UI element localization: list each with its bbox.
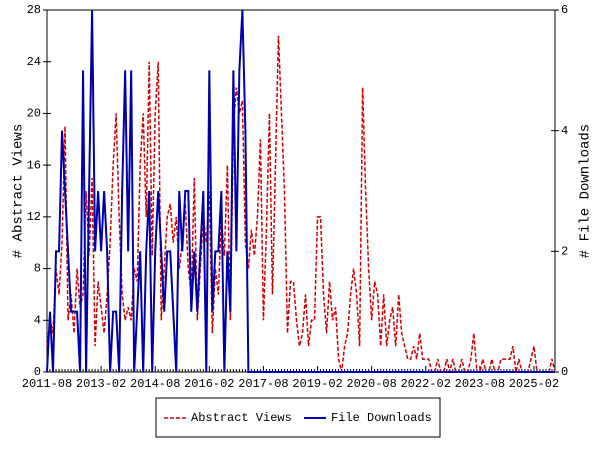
y2-tick-label: 0 <box>561 365 568 379</box>
x-tick-label: 2014-08 <box>130 377 180 391</box>
x-tick-label: 2017-08 <box>238 377 288 391</box>
y2-tick-label: 2 <box>561 245 568 259</box>
y-tick-label: 12 <box>27 210 41 224</box>
y-tick-label: 24 <box>27 55 41 69</box>
y-tick-label: 28 <box>27 3 41 17</box>
legend-label: Abstract Views <box>191 411 292 425</box>
y-tick-label: 0 <box>34 365 41 379</box>
y2-tick-label: 4 <box>561 124 568 138</box>
series-line <box>46 35 556 373</box>
y2-axis-title: # File Downloads <box>578 124 594 258</box>
x-tick-label: 2022-02 <box>401 377 451 391</box>
x-tick-label: 2020-08 <box>346 377 396 391</box>
x-tick-label: 2019-02 <box>292 377 342 391</box>
legend-box <box>155 397 441 438</box>
x-tick-label: 2011-08 <box>22 377 72 391</box>
y-tick-label: 8 <box>34 262 41 276</box>
x-tick-label: 2013-02 <box>76 377 126 391</box>
x-tick-label: 2023-08 <box>455 377 505 391</box>
legend-label: File Downloads <box>331 411 432 425</box>
x-tick-label: 2016-02 <box>184 377 234 391</box>
series-line <box>46 9 555 373</box>
y-tick-label: 16 <box>27 158 41 172</box>
y-tick-label: 4 <box>34 313 41 327</box>
plot-frame <box>46 9 556 373</box>
x-tick-label: 2025-02 <box>509 377 559 391</box>
y-tick-label: 20 <box>27 107 41 121</box>
y-axis-title: # Abstract Views <box>11 124 27 258</box>
y2-tick-label: 6 <box>561 3 568 17</box>
